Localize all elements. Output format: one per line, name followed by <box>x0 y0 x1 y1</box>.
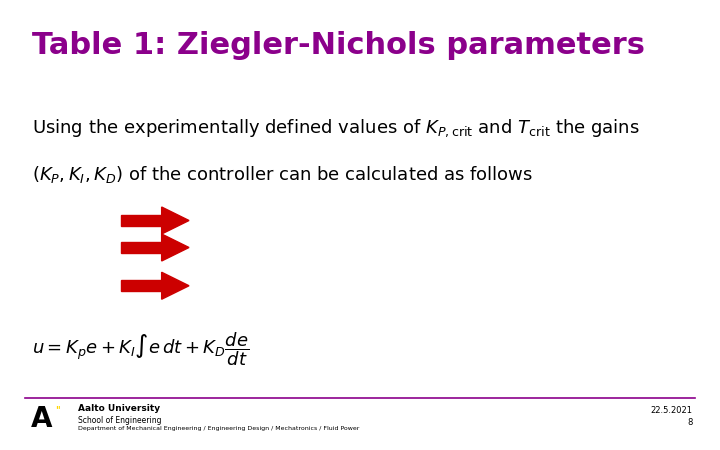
Polygon shape <box>161 207 189 234</box>
Text: 22.5.2021: 22.5.2021 <box>651 406 693 415</box>
Polygon shape <box>121 280 161 292</box>
Text: Table 1: Ziegler-Nichols parameters: Table 1: Ziegler-Nichols parameters <box>32 32 645 60</box>
Text: $\mathbf{A}$: $\mathbf{A}$ <box>30 405 53 433</box>
Text: '': '' <box>55 405 60 415</box>
Text: School of Engineering: School of Engineering <box>78 416 161 425</box>
Polygon shape <box>121 215 161 226</box>
Text: Using the experimentally defined values of $K_{P,\mathrm{crit}}$ and $T_{\mathrm: Using the experimentally defined values … <box>32 117 640 139</box>
Text: 8: 8 <box>688 418 693 427</box>
Polygon shape <box>161 234 189 261</box>
Text: $(K_P, K_I, K_D)$ of the controller can be calculated as follows: $(K_P, K_I, K_D)$ of the controller can … <box>32 164 534 185</box>
Text: Aalto University: Aalto University <box>78 404 160 413</box>
Text: $u = K_p e + K_I \int e \, dt + K_D \dfrac{de}{dt}$: $u = K_p e + K_I \int e \, dt + K_D \dfr… <box>32 331 250 369</box>
Polygon shape <box>121 242 161 253</box>
Text: Department of Mechanical Engineering / Engineering Design / Mechatronics / Fluid: Department of Mechanical Engineering / E… <box>78 426 359 431</box>
Polygon shape <box>161 272 189 299</box>
